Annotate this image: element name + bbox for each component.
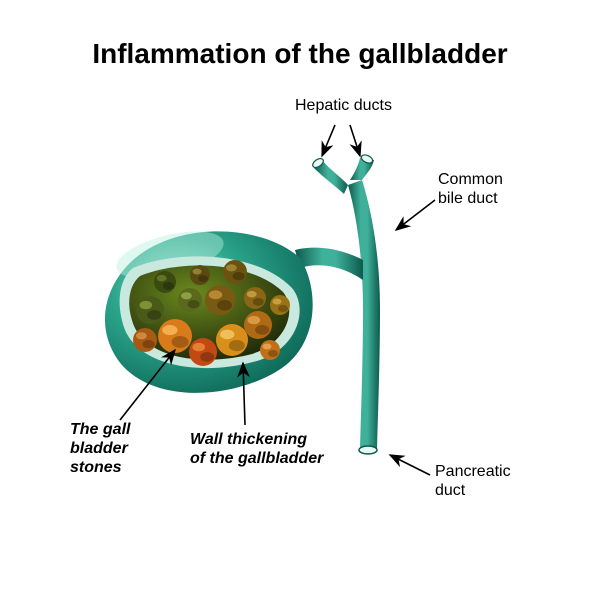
label-wall-thickening: Wall thickeningof the gallbladder	[190, 430, 323, 468]
label-common-bile-duct: Commonbile duct	[438, 170, 503, 208]
arrow-wall	[243, 363, 245, 425]
annotation-arrows	[120, 125, 435, 475]
hepatic-ducts	[311, 153, 374, 194]
label-hepatic-ducts: Hepatic ducts	[295, 96, 392, 115]
arrow-common-bile	[396, 200, 435, 230]
gallbladder-body	[105, 222, 313, 393]
common-bile-duct	[348, 180, 380, 454]
cystic-duct	[295, 248, 363, 280]
label-gallbladder-stones: The gallbladderstones	[70, 420, 130, 478]
anatomy-svg	[0, 0, 600, 600]
gallbladder-cavity	[129, 265, 289, 359]
arrow-stones	[120, 350, 175, 420]
gallstones	[133, 260, 290, 366]
arrow-hepatic-a	[322, 125, 335, 156]
page-title: Inflammation of the gallbladder	[0, 38, 600, 70]
label-pancreatic-duct: Pancreaticduct	[435, 462, 511, 500]
arrow-pancreatic	[390, 455, 430, 475]
diagram-canvas: Inflammation of the gallbladder Hepatic …	[0, 0, 600, 600]
cutaway-rim	[120, 256, 300, 368]
arrow-hepatic-b	[350, 125, 360, 156]
